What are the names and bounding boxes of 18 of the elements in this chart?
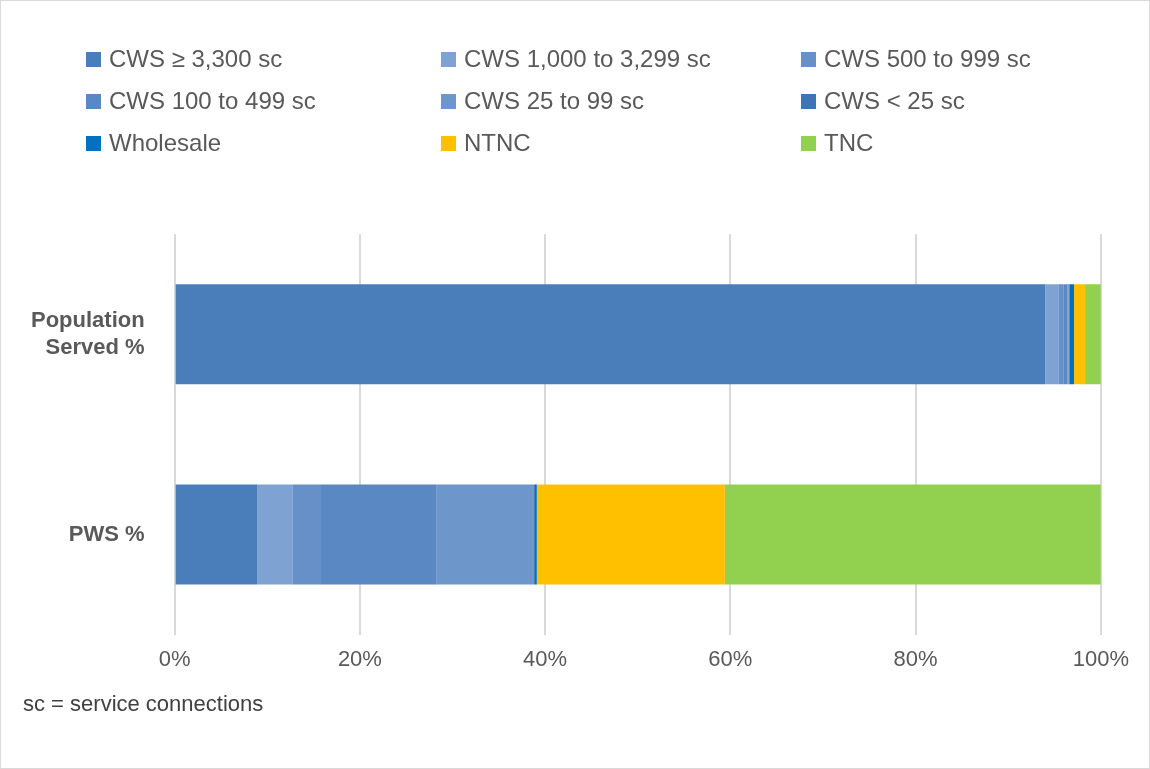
legend-label: CWS < 25 sc: [824, 87, 965, 115]
x-tick-label: 0%: [158, 645, 191, 671]
text: sc = service connections: [22, 691, 265, 717]
legend-label: CWS ≥ 3,300 sc: [109, 45, 283, 73]
legend-label: CWS 25 to 99 sc: [464, 87, 645, 115]
x-tick-label: 40%: [523, 645, 568, 671]
x-tick-label: 80%: [893, 645, 938, 671]
legend-label: CWS 500 to 999 sc: [824, 45, 1031, 73]
legend-label: CWS 100 to 499 sc: [109, 87, 316, 115]
x-tick-label: 100%: [1072, 645, 1130, 671]
x-tick-label: 60%: [708, 645, 753, 671]
y-tick-label: Population Served %: [31, 307, 145, 359]
y-tick-label: PWS %: [68, 520, 145, 546]
legend-label: Wholesale: [109, 129, 222, 157]
legend-label: NTNC: [464, 129, 531, 157]
legend-label: TNC: [824, 129, 874, 157]
x-tick-label: 20%: [337, 645, 382, 671]
legend-label: CWS 1,000 to 3,299 sc: [464, 45, 711, 73]
